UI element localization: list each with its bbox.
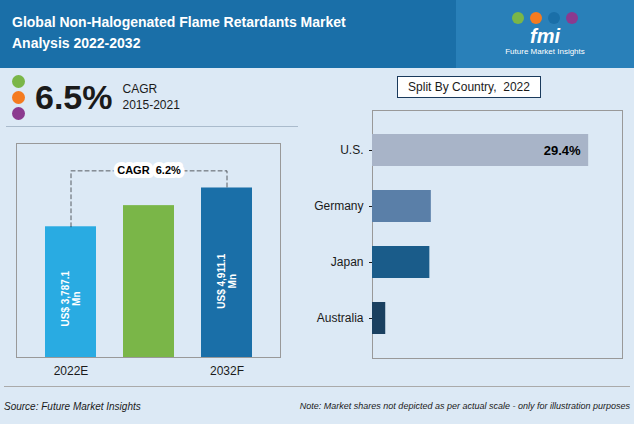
svg-text:US$ 4,911.1Mn: US$ 4,911.1Mn bbox=[216, 253, 238, 308]
html-text:Split By Country, 2022: Split By Country, 2022 bbox=[408, 80, 530, 94]
html-text:Global Non-Halogenated Flame R: Global Non-Halogenated Flame Retardants … bbox=[12, 14, 346, 30]
svg-text:Germany: Germany bbox=[314, 199, 363, 213]
svg-text:Japan: Japan bbox=[331, 255, 364, 269]
svg-text:U.S.: U.S. bbox=[340, 143, 363, 157]
html-text:2015-2021: 2015-2021 bbox=[122, 98, 180, 112]
html-text:fmi: fmi bbox=[530, 25, 560, 47]
html-text:Source: Future Market Insights: Source: Future Market Insights bbox=[4, 400, 141, 412]
svg-text:29.4%: 29.4% bbox=[544, 143, 581, 158]
svg-text:2022E: 2022E bbox=[54, 364, 89, 378]
html-text:Future Market Insights: Future Market Insights bbox=[505, 47, 585, 56]
svg-text:Australia: Australia bbox=[317, 311, 364, 325]
html-text:6.5%: 6.5% bbox=[35, 77, 113, 116]
svg-text:2032F: 2032F bbox=[210, 364, 244, 378]
html-text:Analysis 2022-2032: Analysis 2022-2032 bbox=[12, 35, 141, 51]
svg-text:US$ 3,787.1Mn: US$ 3,787.1Mn bbox=[60, 270, 82, 326]
html-text:Note: Market shares not depict: Note: Market shares not depicted as per … bbox=[299, 401, 630, 411]
html-text:CAGR: CAGR bbox=[122, 82, 158, 96]
svg-text:CAGR 6.2%: CAGR 6.2% bbox=[117, 164, 181, 176]
